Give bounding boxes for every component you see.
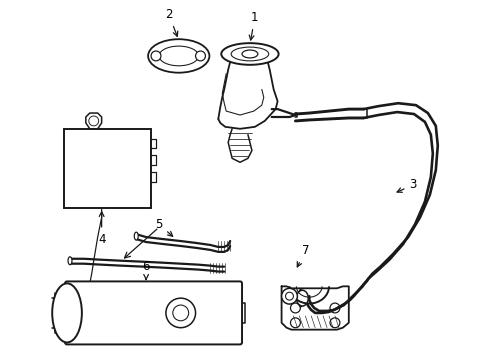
- Text: 3: 3: [396, 179, 416, 192]
- Ellipse shape: [52, 283, 81, 342]
- Ellipse shape: [296, 290, 307, 306]
- Circle shape: [151, 51, 161, 61]
- Ellipse shape: [242, 50, 257, 58]
- FancyBboxPatch shape: [65, 282, 242, 345]
- Text: 2: 2: [165, 8, 178, 36]
- Ellipse shape: [221, 43, 278, 65]
- Text: 6: 6: [142, 260, 150, 279]
- Ellipse shape: [134, 232, 138, 240]
- FancyBboxPatch shape: [64, 129, 151, 208]
- Text: 7: 7: [297, 244, 308, 267]
- Ellipse shape: [68, 257, 72, 265]
- Circle shape: [195, 51, 205, 61]
- Ellipse shape: [148, 39, 209, 73]
- Text: 1: 1: [249, 11, 258, 40]
- Text: 4: 4: [98, 212, 105, 246]
- Text: 5: 5: [155, 218, 172, 236]
- Circle shape: [281, 288, 297, 304]
